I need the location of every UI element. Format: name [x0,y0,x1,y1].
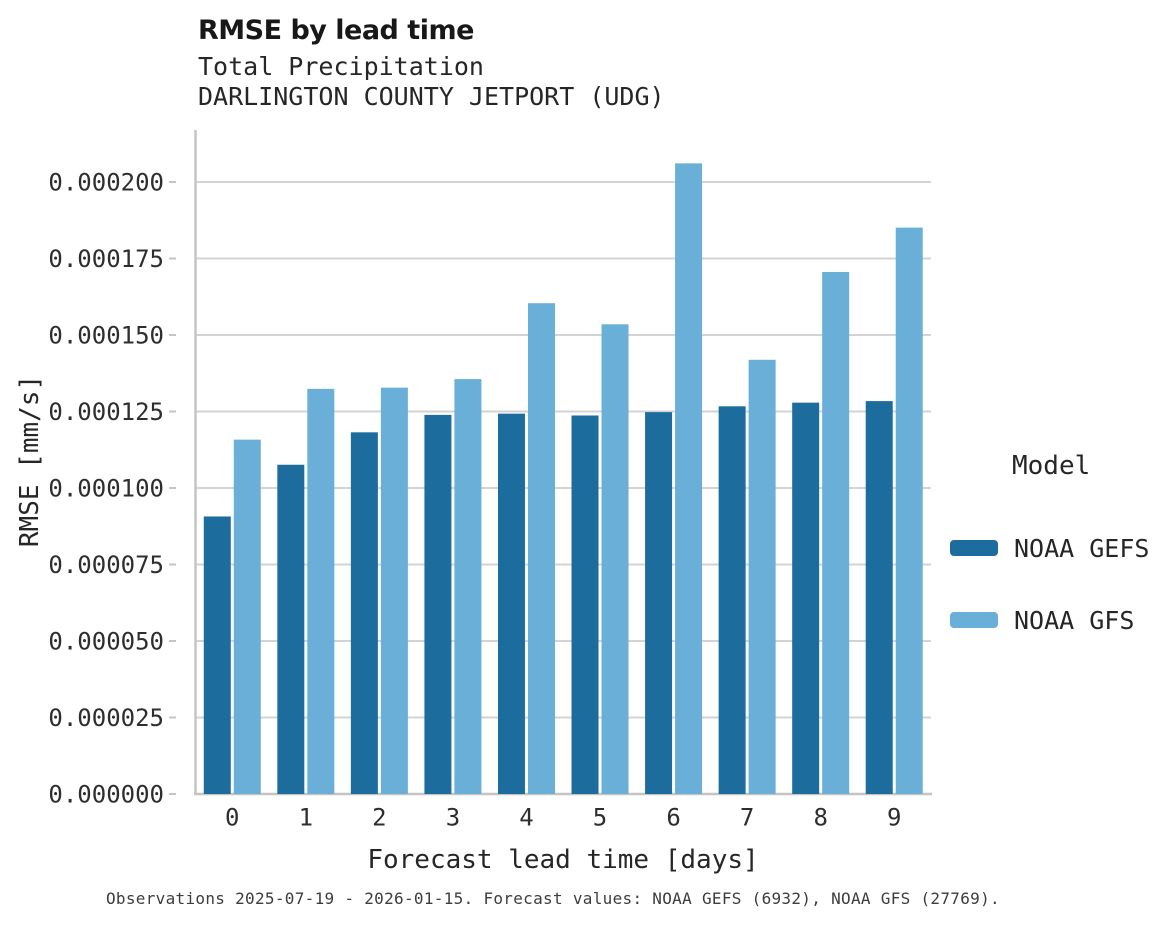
legend-item-label: NOAA GFS [1014,605,1135,635]
legend: Model NOAA GEFS NOAA GFS [950,413,1170,675]
bar [424,414,452,794]
x-tick-label: 1 [299,804,313,832]
bar [454,379,482,794]
bar [203,516,231,794]
x-tick-label: 0 [225,804,239,832]
x-tick-label: 8 [813,804,827,832]
legend-title: Model [1012,451,1091,481]
y-tick-label: 0.000100 [48,475,164,503]
y-tick-label: 0.000125 [48,398,164,426]
x-tick-label: 4 [519,804,533,832]
x-axis-title: Forecast lead time [days] [367,845,759,875]
legend-item-noaa-gefs: NOAA GEFS [950,531,1170,565]
x-tick-label: 9 [887,804,901,832]
bar [718,406,746,794]
bar [895,227,923,794]
bar [527,303,555,794]
y-tick-label: 0.000000 [48,781,164,809]
bar [233,439,261,794]
chart-title: RMSE by lead time [198,15,474,46]
bar [307,388,335,794]
bar [792,402,820,794]
y-axis-title: RMSE [mm/s] [15,374,45,548]
footer-caption: Observations 2025-07-19 - 2026-01-15. Fo… [106,889,1000,908]
y-tick-label: 0.000150 [48,322,164,350]
y-tick-label: 0.000025 [48,704,164,732]
y-tick-label: 0.000075 [48,551,164,579]
chart-subtitle-station: DARLINGTON COUNTY JETPORT (UDG) [198,82,665,111]
x-tick-label: 3 [446,804,460,832]
legend-swatch-icon [950,540,998,556]
x-tick-label: 2 [372,804,386,832]
bar [277,464,305,794]
x-tick-label: 5 [593,804,607,832]
legend-item-noaa-gfs: NOAA GFS [950,603,1170,637]
y-tick-label: 0.000050 [48,628,164,656]
bar [645,412,673,794]
bar [601,324,629,794]
x-tick-label: 7 [740,804,754,832]
bar [380,387,408,794]
legend-item-label: NOAA GEFS [1014,533,1150,563]
bar [571,415,599,794]
y-tick-label: 0.000200 [48,169,164,197]
bar [497,413,525,794]
bar [748,359,776,794]
bar [822,271,850,794]
chart-subtitle-variable: Total Precipitation [198,52,484,81]
bar [675,163,703,794]
y-tick-label: 0.000175 [48,245,164,273]
legend-swatch-icon [950,612,998,628]
x-tick-label: 6 [666,804,680,832]
bar [350,432,378,794]
bar [865,401,893,794]
